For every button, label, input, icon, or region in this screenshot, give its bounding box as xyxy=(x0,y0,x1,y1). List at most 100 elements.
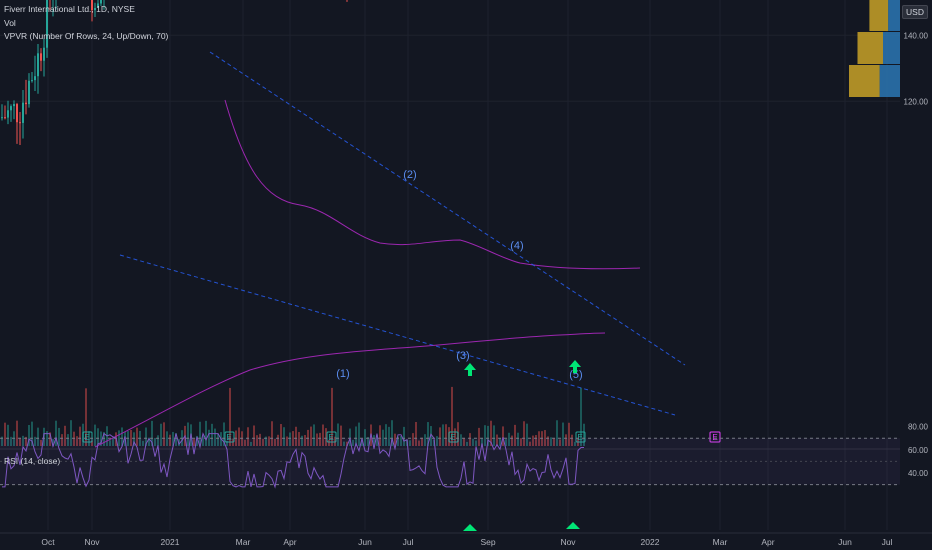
volume-bar xyxy=(331,387,333,446)
volume-bar xyxy=(193,439,195,446)
volume-bar xyxy=(196,435,198,446)
volume-bar xyxy=(256,435,258,446)
volume-bar xyxy=(412,433,414,446)
rsi-tick: 40.00 xyxy=(908,469,929,478)
volume-bar xyxy=(10,436,12,446)
earnings-marker-label: E xyxy=(84,433,89,442)
time-tick: Oct xyxy=(41,537,55,547)
volume-bar xyxy=(364,429,366,446)
volume-bar xyxy=(466,441,468,446)
time-tick: Nov xyxy=(84,537,100,547)
volume-bar xyxy=(346,441,348,446)
volume-bar xyxy=(286,436,288,446)
volume-bar xyxy=(301,435,303,446)
earnings-marker-label: E xyxy=(577,433,582,442)
volume-bar xyxy=(97,428,99,446)
price-axis-bg xyxy=(900,0,932,550)
volume-bar xyxy=(526,423,528,446)
volume-bar xyxy=(550,437,552,446)
volume-bar xyxy=(487,425,489,446)
volume-bar xyxy=(58,427,60,446)
volume-bar xyxy=(280,424,282,446)
buy-arrow-icon xyxy=(569,360,581,373)
candle-body xyxy=(7,110,9,118)
upper-trendline xyxy=(209,51,686,366)
volume-bar xyxy=(340,425,342,446)
upcoming-earnings-icon xyxy=(709,431,721,443)
volume-bar xyxy=(130,430,132,446)
volume-bar xyxy=(25,436,27,446)
volume-bar xyxy=(16,420,18,446)
wave-label: (2) xyxy=(403,169,416,181)
vpvr-legend[interactable]: VPVR (Number Of Rows, 24, Up/Down, 70) xyxy=(4,31,169,41)
rsi-tick: 60.00 xyxy=(908,446,929,455)
price-axis[interactable]: 340.00320.00300.00280.00260.00240.00220.… xyxy=(877,0,932,550)
volume-bar xyxy=(61,434,63,446)
candle-body xyxy=(19,122,21,124)
volume-bar xyxy=(439,427,441,446)
time-tick: Mar xyxy=(236,537,251,547)
volume-bar xyxy=(70,420,72,446)
volume-bar xyxy=(85,388,87,446)
time-tick: Sep xyxy=(480,537,495,547)
volume-bar xyxy=(415,421,417,446)
volume-legend[interactable]: Vol xyxy=(4,18,16,28)
volume-bar xyxy=(538,431,540,446)
volume-bar xyxy=(520,438,522,446)
volume-bar xyxy=(211,423,213,446)
candle-body xyxy=(97,3,99,9)
rsi-legend[interactable]: RSI (14, close) xyxy=(4,456,61,466)
time-axis[interactable]: Oct Nov 2021 Mar Apr Jun Jul Sep Nov 2022 Mar Apr Ju… xyxy=(0,532,932,550)
earnings-marker-icon xyxy=(82,431,93,443)
volume-bar xyxy=(403,426,405,446)
volume-bar xyxy=(148,437,150,446)
volume-bar xyxy=(475,440,477,446)
volume-bar xyxy=(316,433,318,446)
candle-body xyxy=(37,53,39,77)
volume-bar xyxy=(253,425,255,446)
volume-bar xyxy=(142,440,144,446)
volume-bar xyxy=(31,421,33,446)
volume-bar xyxy=(1,436,3,446)
volume-bar xyxy=(259,433,261,446)
currency-button[interactable]: USD xyxy=(902,5,928,19)
volume-bar xyxy=(484,425,486,446)
volume-bar xyxy=(337,423,339,446)
volume-bar xyxy=(529,441,531,446)
volume-bar xyxy=(505,439,507,446)
volume-bar xyxy=(454,428,456,446)
candle-body xyxy=(43,47,45,61)
volume-bar xyxy=(544,430,546,446)
volume-bar xyxy=(28,424,30,446)
volume-bar xyxy=(397,436,399,446)
volume-bar xyxy=(175,433,177,446)
volume-bar xyxy=(502,426,504,446)
rsi-pane xyxy=(0,432,900,531)
volume-bar xyxy=(532,435,534,446)
volume-bar xyxy=(223,422,225,446)
volume-bar xyxy=(571,434,573,446)
volume-bar xyxy=(508,432,510,446)
volume-bar xyxy=(379,425,381,446)
wave-label: (3) xyxy=(456,350,469,362)
candle-body xyxy=(94,8,96,11)
vpvr-up-bar xyxy=(888,0,900,32)
volume-bar xyxy=(262,438,264,446)
volume-bar xyxy=(376,435,378,446)
volume-bar xyxy=(136,427,138,446)
rsi-line xyxy=(2,432,584,489)
volume-bar xyxy=(19,437,21,446)
candle-body xyxy=(28,80,30,105)
candle-body xyxy=(31,80,33,82)
volume-bar xyxy=(238,427,240,446)
symbol-title[interactable]: Fiverr International Ltd., 1D, NYSE xyxy=(4,4,135,14)
volume-bar xyxy=(523,421,525,446)
drawings[interactable]: (1) (2) (3) (4) (5) E E E E E E xyxy=(0,0,900,443)
volume-bar xyxy=(4,422,6,446)
rsi-tick: 80.00 xyxy=(908,423,929,432)
volume-bar xyxy=(154,437,156,446)
vpvr-up-bar xyxy=(883,32,900,64)
time-tick: Apr xyxy=(283,537,296,547)
volume-bar xyxy=(274,438,276,446)
